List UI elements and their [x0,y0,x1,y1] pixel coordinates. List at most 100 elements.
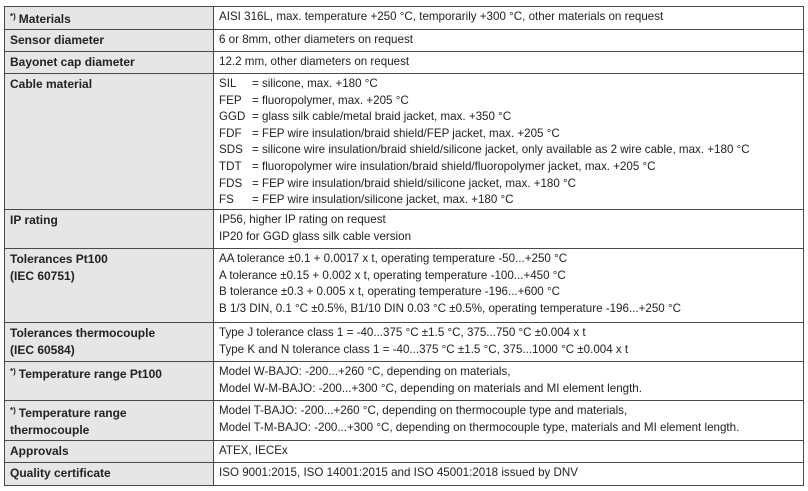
value-line: A tolerance ±0.15 + 0.002 x t, operating… [219,268,566,282]
label-line: thermocouple [10,422,213,439]
cable-code: TDT [219,159,242,173]
label-text: Sensor diameter [10,33,105,47]
label-line: Sensor diameter [10,32,213,49]
label-line: Quality certificate [10,465,213,482]
row-value: AA tolerance ±0.1 + 0.0017 x t, operatin… [213,248,804,323]
cable-code: GGD [219,110,246,124]
footnote-marker: *) [10,12,16,21]
label-line: Approvals [10,443,213,460]
table-row: *) Temperature range thermocouple Model T-B… [4,400,804,441]
label-text: Temperature range Pt100 [18,367,162,381]
value-line: B tolerance ±0.3 + 0.005 x t, operating … [219,285,560,299]
row-label: Tolerances thermocouple (IEC 60584) [4,322,214,362]
table-row: *) Temperature range Pt100 Model W-BAJO: -… [4,361,804,401]
label-line: Bayonet cap diameter [10,54,213,71]
value-line: Model W-M-BAJO: -200...+300 °C, dependin… [219,381,642,395]
row-label: *) Materials [4,6,214,30]
label-text: Tolerances thermocouple [10,326,156,340]
label-line: IP rating [10,212,213,229]
row-label: Sensor diameter [4,29,214,52]
table-row: Quality certificate ISO 9001:2015, ISO 14… [4,462,804,486]
label-line: (IEC 60751) [10,268,213,285]
table-row: Sensor diameter 6 or 8mm, other diameters… [4,29,804,52]
table-row: Approvals ATEX, IECEx [4,440,804,463]
label-text: (IEC 60584) [10,342,75,357]
cable-desc: = fluoropolymer wire insulation/braid sh… [252,159,656,173]
table-row: *) Materials AISI 316L, max. temperature +… [4,6,804,30]
label-text: Materials [18,12,71,26]
cable-item: SDS = silicone wire insulation/braid shie… [219,142,803,159]
cable-desc: = glass silk cable/metal braid jacket, m… [252,110,512,124]
label-text: IP rating [10,213,58,227]
row-value: Model T-BAJO: -200...+260 °C, depending … [213,400,804,441]
row-label: Cable material [4,73,214,210]
label-line: *) Temperature range Pt100 [10,364,213,383]
cable-code: SIL [219,77,237,90]
label-text: (IEC 60751) [10,268,75,283]
value-line: AA tolerance ±0.1 + 0.0017 x t, operatin… [219,252,568,265]
label-line: *) Temperature range [10,403,213,422]
value-line: ISO 9001:2015, ISO 14001:2015 and ISO 45… [219,466,579,479]
label-text: Cable material [10,77,93,91]
cable-item: FEP = fluoropolymer, max. +205 °C [219,93,803,110]
table-row: Bayonet cap diameter 12.2 mm, other diame… [4,51,804,74]
label-line: Tolerances thermocouple [10,325,213,342]
row-value: Type J tolerance class 1 = -40...375 °C … [213,322,804,362]
cable-item: TDT = fluoropolymer wire insulation/braid… [219,159,803,176]
cable-desc: = FEP wire insulation/braid shield/silic… [252,176,577,190]
label-text: Bayonet cap diameter [10,55,135,69]
label-text: Approvals [10,444,69,458]
label-text: Quality certificate [10,466,111,480]
value-line: Type K and N tolerance class 1 = -40...3… [219,342,629,356]
label-line: Tolerances Pt100 [10,251,213,268]
cable-desc: = FEP wire insulation/silicone jacket, m… [252,193,514,207]
row-label: Bayonet cap diameter [4,51,214,74]
label-line: *) Materials [10,9,213,28]
value-line: B 1/3 DIN, 0.1 °C ±0.5%, B1/10 DIN 0.03 … [219,301,681,315]
row-value: 6 or 8mm, other diameters on request [213,29,804,52]
row-value: SIL = silicone, max. +180 °C FEP = fluoropo… [213,73,804,210]
row-label: Approvals [4,440,214,463]
cable-item: FDF = FEP wire insulation/braid shield/FE… [219,126,803,143]
row-label: Tolerances Pt100 (IEC 60751) [4,248,214,323]
label-text: thermocouple [10,422,90,437]
value-line: IP56, higher IP rating on request [219,213,386,226]
value-line: 6 or 8mm, other diameters on request [219,33,413,46]
value-line: Type J tolerance class 1 = -40...375 °C … [219,326,586,339]
cable-desc: = silicone wire insulation/braid shield/… [252,143,750,157]
cable-code: FDF [219,126,242,140]
row-value: 12.2 mm, other diameters on request [213,51,804,74]
cable-item: FDS = FEP wire insulation/braid shield/si… [219,176,803,193]
value-line: Model T-BAJO: -200...+260 °C, depending … [219,404,628,417]
row-label: *) Temperature range Pt100 [4,361,214,401]
row-value: Model W-BAJO: -200...+260 °C, depending … [213,361,804,401]
row-value: ATEX, IECEx [213,440,804,463]
footnote-marker: *) [10,406,16,415]
cable-item: FS = FEP wire insulation/silicone jacket,… [219,192,803,209]
table-row: IP rating IP56, higher IP rating on reque… [4,209,804,249]
cable-desc: = FEP wire insulation/braid shield/FEP j… [252,126,560,140]
label-text: Tolerances Pt100 [10,252,108,266]
table-row: Cable material SIL = silicone, max. +180 °… [4,73,804,210]
cable-code: FS [219,193,234,207]
spec-table: *) Materials AISI 316L, max. temperature +… [4,6,804,486]
value-line: AISI 316L, max. temperature +250 °C, tem… [219,10,664,23]
value-line: IP20 for GGD glass silk cable version [219,229,412,243]
table-row: Tolerances thermocouple (IEC 60584) Type J… [4,322,804,362]
row-value: AISI 316L, max. temperature +250 °C, tem… [213,6,804,30]
cable-code: SDS [219,143,243,157]
value-line: Model T-M-BAJO: -200...+300 °C, dependin… [219,420,740,434]
cable-code: FDS [219,176,243,190]
label-text: Temperature range [18,406,127,420]
cable-desc: = fluoropolymer, max. +205 °C [252,93,409,107]
row-label: *) Temperature range thermocouple [4,400,214,441]
value-line: Model W-BAJO: -200...+260 °C, depending … [219,365,511,378]
label-line: (IEC 60584) [10,342,213,359]
cable-item: SIL = silicone, max. +180 °C [219,76,803,93]
value-line: ATEX, IECEx [219,444,288,457]
row-value: ISO 9001:2015, ISO 14001:2015 and ISO 45… [213,462,804,486]
table-row: Tolerances Pt100 (IEC 60751) AA tolerance … [4,248,804,323]
row-label: Quality certificate [4,462,214,486]
value-line: 12.2 mm, other diameters on request [219,55,410,68]
